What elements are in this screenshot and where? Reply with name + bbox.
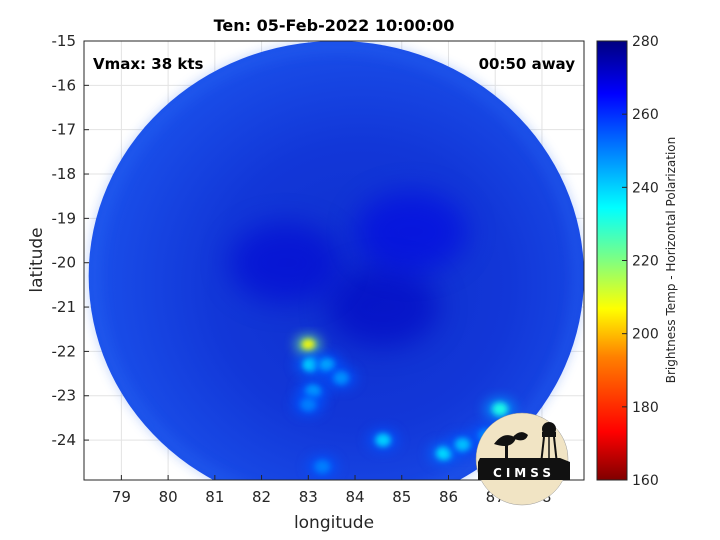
temperature-feature bbox=[292, 393, 324, 416]
y-axis-ticks: -15 -16 -17 -18 -19 -20 -21 -22 -23 -24 bbox=[52, 32, 89, 449]
y-tick-label: -22 bbox=[52, 342, 77, 360]
temperature-feature bbox=[327, 267, 440, 348]
time-away-annotation: 00:50 away bbox=[479, 55, 576, 73]
temperature-feature bbox=[484, 398, 516, 421]
x-tick-label: 82 bbox=[252, 488, 271, 506]
temperature-feature bbox=[228, 222, 341, 303]
colorbar-tick-label: 260 bbox=[632, 107, 659, 123]
cimss-logo: CIMSS bbox=[475, 412, 570, 506]
y-tick-label: -24 bbox=[52, 431, 77, 449]
temperature-feature bbox=[355, 191, 468, 272]
temperature-feature bbox=[306, 455, 338, 478]
y-tick-label: -19 bbox=[52, 209, 77, 227]
colorbar-tick-label: 180 bbox=[632, 400, 659, 416]
y-tick-label: -23 bbox=[52, 387, 77, 405]
x-tick-label: 80 bbox=[159, 488, 178, 506]
x-tick-label: 85 bbox=[392, 488, 411, 506]
x-tick-label: 83 bbox=[299, 488, 318, 506]
y-tick-label: -18 bbox=[52, 165, 77, 183]
axes-box bbox=[83, 40, 585, 481]
y-tick-label: -15 bbox=[52, 32, 77, 50]
y-tick-label: -21 bbox=[52, 298, 77, 316]
swath-layer bbox=[88, 41, 584, 480]
temperature-feature bbox=[367, 429, 399, 452]
y-tick-label: -16 bbox=[52, 76, 77, 94]
x-tick-label: 81 bbox=[205, 488, 224, 506]
y-tick-label: -20 bbox=[52, 254, 77, 272]
temperature-feature bbox=[447, 433, 478, 456]
x-tick-label: 79 bbox=[112, 488, 131, 506]
x-axis-label: longitude bbox=[294, 513, 374, 533]
vmax-annotation: Vmax: 38 kts bbox=[93, 55, 203, 73]
colorbar-tick-label: 200 bbox=[632, 327, 659, 343]
colorbar-ticks: 160 180 200 220 240 260 280 bbox=[622, 34, 659, 489]
temperature-feature bbox=[295, 335, 321, 354]
colorbar-tick-label: 240 bbox=[632, 180, 659, 196]
y-tick-label: -17 bbox=[52, 121, 77, 139]
cimss-logo-text: CIMSS bbox=[493, 466, 555, 480]
x-tick-label: 86 bbox=[439, 488, 458, 506]
colorbar-tick-label: 220 bbox=[632, 254, 659, 270]
y-axis-label: latitude bbox=[27, 227, 47, 292]
swath-edge bbox=[89, 42, 583, 480]
chart-title: Ten: 05-Feb-2022 10:00:00 bbox=[214, 16, 455, 35]
x-tick-label: 84 bbox=[345, 488, 364, 506]
colorbar-tick-label: 160 bbox=[632, 473, 659, 489]
colorbar-label: Brightness Temp - Horizontal Polarizatio… bbox=[664, 137, 678, 384]
colorbar-tick-label: 280 bbox=[632, 34, 659, 50]
temperature-feature bbox=[325, 367, 357, 390]
